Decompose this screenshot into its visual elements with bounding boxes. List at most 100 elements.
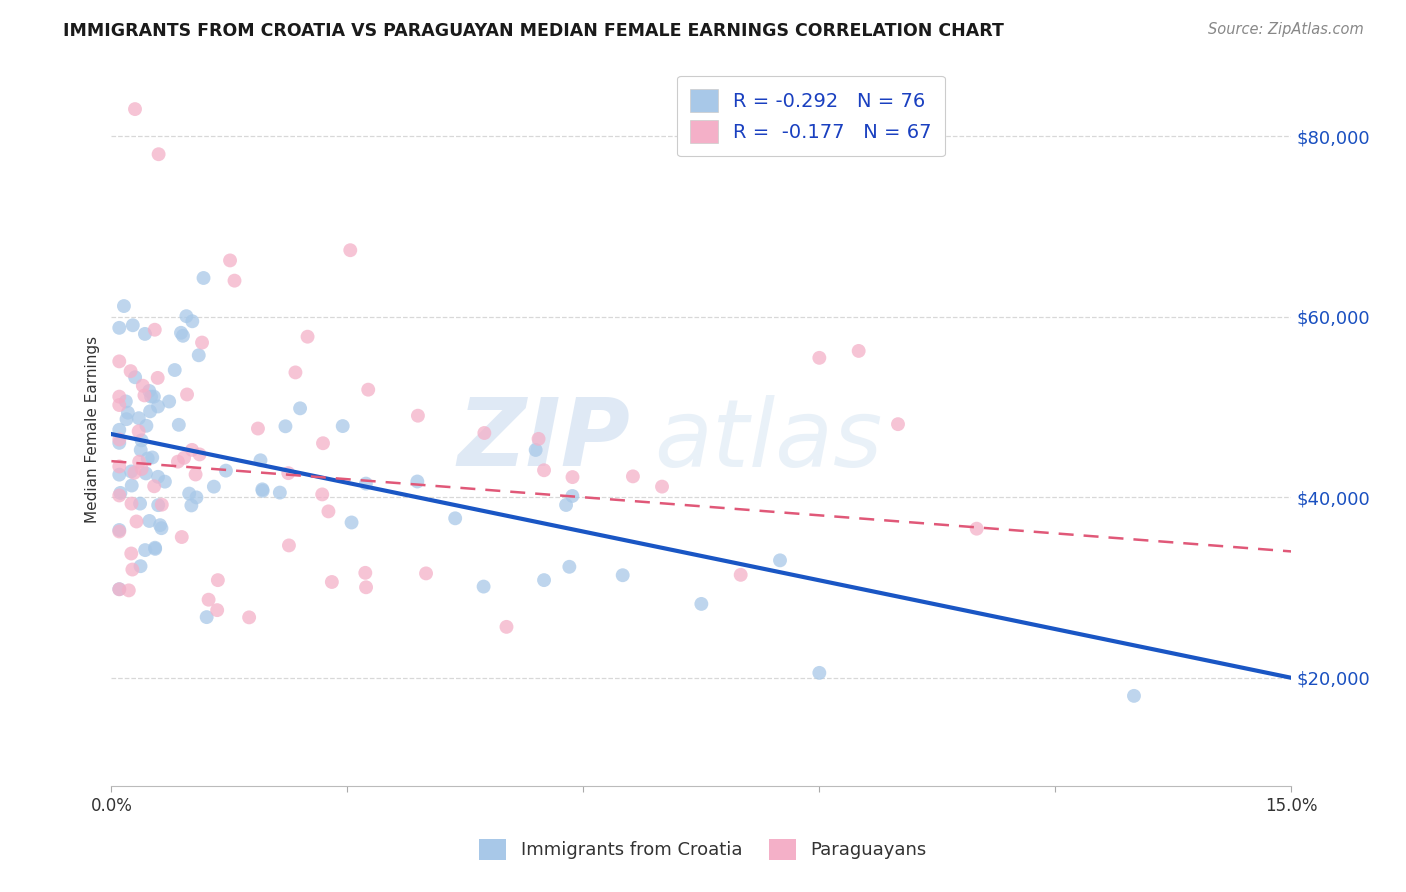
Point <box>533 573 555 587</box>
Point <box>249 453 271 467</box>
Y-axis label: Median Female Earnings: Median Female Earnings <box>86 336 100 523</box>
Point <box>357 383 380 397</box>
Point <box>527 432 550 446</box>
Text: IMMIGRANTS FROM CROATIA VS PARAGUAYAN MEDIAN FEMALE EARNINGS CORRELATION CHART: IMMIGRANTS FROM CROATIA VS PARAGUAYAN ME… <box>63 22 1004 40</box>
Point <box>808 665 831 680</box>
Point <box>224 274 246 288</box>
Point <box>108 524 131 539</box>
Point <box>238 610 260 624</box>
Point <box>444 511 467 525</box>
Point <box>172 328 194 343</box>
Point <box>163 363 186 377</box>
Point <box>124 370 146 384</box>
Point <box>117 406 139 420</box>
Point <box>555 498 578 512</box>
Point <box>149 518 172 533</box>
Point <box>139 404 162 418</box>
Point <box>108 459 131 474</box>
Point <box>808 351 831 365</box>
Point <box>188 447 211 461</box>
Point <box>176 309 198 323</box>
Point <box>121 318 143 333</box>
Point <box>131 434 153 448</box>
Point <box>170 530 193 544</box>
Point <box>108 488 131 502</box>
Text: ZIP: ZIP <box>458 394 630 486</box>
Point <box>108 467 131 482</box>
Point <box>415 566 437 581</box>
Point <box>125 515 148 529</box>
Point <box>219 253 242 268</box>
Point <box>124 102 146 116</box>
Text: atlas: atlas <box>654 395 883 486</box>
Point <box>205 603 228 617</box>
Point <box>274 419 297 434</box>
Point <box>193 271 215 285</box>
Point <box>131 462 153 476</box>
Point <box>246 421 269 435</box>
Point <box>135 467 157 481</box>
Point <box>197 592 219 607</box>
Point <box>561 470 583 484</box>
Text: Source: ZipAtlas.com: Source: ZipAtlas.com <box>1208 22 1364 37</box>
Point <box>269 485 291 500</box>
Point <box>134 543 156 558</box>
Point <box>651 480 673 494</box>
Point <box>143 541 166 556</box>
Point <box>146 371 169 385</box>
Point <box>173 450 195 465</box>
Point <box>112 299 135 313</box>
Point <box>135 418 157 433</box>
Point <box>146 470 169 484</box>
Point <box>143 323 166 337</box>
Legend: Immigrants from Croatia, Paraguayans: Immigrants from Croatia, Paraguayans <box>472 831 934 867</box>
Point <box>318 504 340 518</box>
Point <box>339 243 361 257</box>
Point <box>179 486 201 500</box>
Point <box>143 479 166 493</box>
Point <box>108 523 131 537</box>
Point <box>129 442 152 457</box>
Point <box>354 580 377 594</box>
Point <box>146 498 169 512</box>
Point <box>184 467 207 482</box>
Point <box>132 378 155 392</box>
Point <box>139 390 162 404</box>
Point <box>134 326 156 341</box>
Point <box>150 498 173 512</box>
Point <box>207 573 229 587</box>
Point <box>769 553 792 567</box>
Point <box>195 610 218 624</box>
Point <box>108 398 131 412</box>
Point <box>202 480 225 494</box>
Point <box>124 466 146 480</box>
Point <box>690 597 713 611</box>
Point <box>176 387 198 401</box>
Point <box>108 390 131 404</box>
Point <box>129 497 152 511</box>
Point <box>354 476 377 491</box>
Point <box>115 412 138 426</box>
Point <box>472 580 495 594</box>
Point <box>406 409 429 423</box>
Point <box>110 486 132 500</box>
Point <box>312 436 335 450</box>
Point <box>284 366 307 380</box>
Point <box>332 419 354 434</box>
Point <box>215 464 238 478</box>
Point <box>887 417 910 432</box>
Point <box>180 499 202 513</box>
Point <box>118 583 141 598</box>
Point <box>848 343 870 358</box>
Point <box>108 582 131 596</box>
Point <box>524 442 547 457</box>
Point <box>128 424 150 438</box>
Point <box>108 433 131 447</box>
Point <box>288 401 311 416</box>
Point <box>533 463 555 477</box>
Point <box>108 423 131 437</box>
Point <box>120 547 142 561</box>
Point <box>495 620 517 634</box>
Point <box>120 364 142 378</box>
Point <box>321 574 343 589</box>
